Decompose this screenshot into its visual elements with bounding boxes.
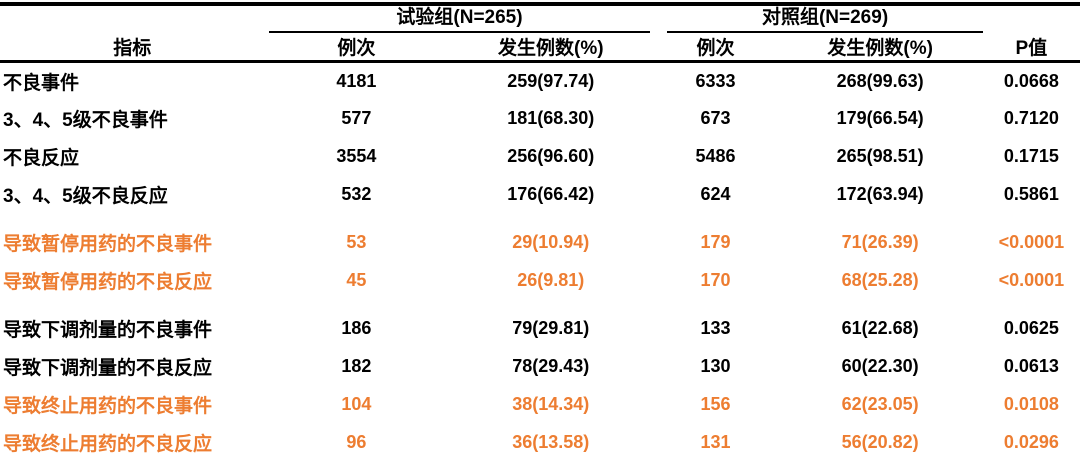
indicator-cell: 不良反应 <box>3 148 80 169</box>
control-group-cases-cell: 133 <box>700 318 731 338</box>
indicator-cell: 导致终止用药的不良事件 <box>3 396 213 417</box>
test-group-cases-cell: 4181 <box>336 70 377 91</box>
header-group-row: 指标 试验组(N=265) 对照组(N=269) P值 <box>0 4 1080 63</box>
control-group-cases-cell: 156 <box>700 394 731 414</box>
table-body: 不良事件 4181 259(97.74) 6333 268(99.63) 0.0… <box>0 62 1080 458</box>
control-group-cases-cell: 179 <box>700 232 731 252</box>
table-row: 导致下调剂量的不良事件 186 79(29.81) 133 61(22.68) … <box>0 300 1080 348</box>
control-group-cases-cell: 170 <box>700 270 731 290</box>
control-group-label: 对照组(N=269) <box>761 7 889 28</box>
p-value-cell: 0.0625 <box>1003 318 1059 338</box>
control-group-occurrence-cell: 61(22.68) <box>841 318 919 338</box>
test-group-occurrence-cell: 176(66.42) <box>507 184 595 204</box>
control-group-occurrence-cell: 268(99.63) <box>836 70 924 91</box>
p-value-cell: 0.0108 <box>1003 394 1059 414</box>
test-group-label: 试验组(N=265) <box>396 7 523 28</box>
header-sub-row: 例次 发生例数(%) 例次 发生例数(%) <box>0 33 1080 63</box>
p-value-cell: 0.0668 <box>1003 70 1059 91</box>
header-group-test: 试验组(N=265) <box>265 4 654 33</box>
control-group-occurrence-cell: 172(63.94) <box>836 184 924 204</box>
test-group-occurrence-cell: 259(97.74) <box>507 70 595 91</box>
test-group-cases-cell: 45 <box>346 270 367 290</box>
indicator-cell: 导致暂停用药的不良事件 <box>3 234 213 255</box>
control-group-occurrence-cell: 56(20.82) <box>841 432 919 452</box>
table-row: 不良反应 3554 256(96.60) 5486 265(98.51) 0.1… <box>0 138 1080 176</box>
p-value-cell: 0.5861 <box>1003 184 1059 204</box>
control-group-occurrence-cell: 265(98.51) <box>836 146 924 166</box>
indicator-cell: 3、4、5级不良反应 <box>3 186 168 207</box>
control-group-occurrence-cell: 62(23.05) <box>841 394 919 414</box>
table-row: 导致暂停用药的不良事件 53 29(10.94) 179 71(26.39) <… <box>0 214 1080 262</box>
test-group-occurrence-cell: 181(68.30) <box>507 108 595 128</box>
control-group-cases-cell: 5486 <box>695 146 736 166</box>
header-control-cases: 例次 <box>653 33 778 63</box>
p-value-cell: 0.1715 <box>1003 146 1059 166</box>
table-row: 导致暂停用药的不良反应 45 26(9.81) 170 68(25.28) <0… <box>0 262 1080 300</box>
test-group-occurrence-cell: 78(29.43) <box>512 356 590 376</box>
table-row: 导致下调剂量的不良反应 182 78(29.43) 130 60(22.30) … <box>0 348 1080 386</box>
header-test-occurrence: 发生例数(%) <box>448 33 654 63</box>
indicator-cell: 3、4、5级不良事件 <box>3 110 168 131</box>
control-group-occurrence-cell: 71(26.39) <box>841 232 919 252</box>
test-group-occurrence-cell: 256(96.60) <box>507 146 595 166</box>
table-header: 指标 试验组(N=265) 对照组(N=269) P值 例次 发生例数(%) 例… <box>0 4 1080 63</box>
control-group-occurrence-cell: 68(25.28) <box>841 270 919 290</box>
p-value-cell: <0.0001 <box>998 270 1065 290</box>
table-row: 3、4、5级不良反应 532 176(66.42) 624 172(63.94)… <box>0 176 1080 214</box>
test-group-occurrence-cell: 79(29.81) <box>512 318 590 338</box>
test-group-occurrence-cell: 38(14.34) <box>512 394 590 414</box>
header-indicator: 指标 <box>0 4 265 63</box>
control-group-occurrence-cell: 60(22.30) <box>841 356 919 376</box>
test-group-spanner-rule: 试验组(N=265) <box>268 6 651 33</box>
test-group-occurrence-cell: 36(13.58) <box>512 432 590 452</box>
test-group-occurrence-cell: 26(9.81) <box>517 270 585 290</box>
test-group-cases-cell: 532 <box>341 184 372 204</box>
header-p-value: P值 <box>982 4 1080 63</box>
table-row: 导致终止用药的不良反应 96 36(13.58) 131 56(20.82) 0… <box>0 424 1080 458</box>
test-group-cases-cell: 3554 <box>336 146 377 166</box>
table-row: 导致终止用药的不良事件 104 38(14.34) 156 62(23.05) … <box>0 386 1080 424</box>
indicator-cell: 导致下调剂量的不良事件 <box>3 320 213 341</box>
indicator-cell: 不良事件 <box>3 72 80 94</box>
test-group-occurrence-cell: 29(10.94) <box>512 232 590 252</box>
test-group-cases-cell: 104 <box>341 394 372 414</box>
p-value-cell: 0.7120 <box>1003 108 1059 128</box>
table-row: 不良事件 4181 259(97.74) 6333 268(99.63) 0.0… <box>0 62 1080 100</box>
test-group-cases-cell: 53 <box>346 232 367 252</box>
p-value-cell: 0.0613 <box>1003 356 1059 376</box>
header-group-control: 对照组(N=269) <box>653 4 983 33</box>
test-group-cases-cell: 182 <box>341 356 372 376</box>
control-group-cases-cell: 6333 <box>695 70 736 91</box>
p-value-cell: 0.0296 <box>1003 432 1059 452</box>
indicator-cell: 导致终止用药的不良反应 <box>3 434 213 455</box>
test-group-cases-cell: 96 <box>346 432 367 452</box>
control-group-cases-cell: 624 <box>700 184 731 204</box>
control-group-cases-cell: 131 <box>700 432 731 452</box>
test-group-cases-cell: 186 <box>341 318 372 338</box>
header-test-cases: 例次 <box>264 33 449 63</box>
p-value-cell: <0.0001 <box>998 232 1065 252</box>
control-group-cases-cell: 130 <box>700 356 731 376</box>
control-group-spanner-rule: 对照组(N=269) <box>667 6 983 33</box>
table-row: 3、4、5级不良事件 577 181(68.30) 673 179(66.54)… <box>0 100 1080 138</box>
control-group-occurrence-cell: 179(66.54) <box>836 108 924 128</box>
test-group-cases-cell: 577 <box>341 108 372 128</box>
indicator-cell: 导致下调剂量的不良反应 <box>3 358 213 379</box>
control-group-cases-cell: 673 <box>700 108 731 128</box>
header-control-occurrence: 发生例数(%) <box>777 33 983 63</box>
indicator-cell: 导致暂停用药的不良反应 <box>3 272 213 293</box>
